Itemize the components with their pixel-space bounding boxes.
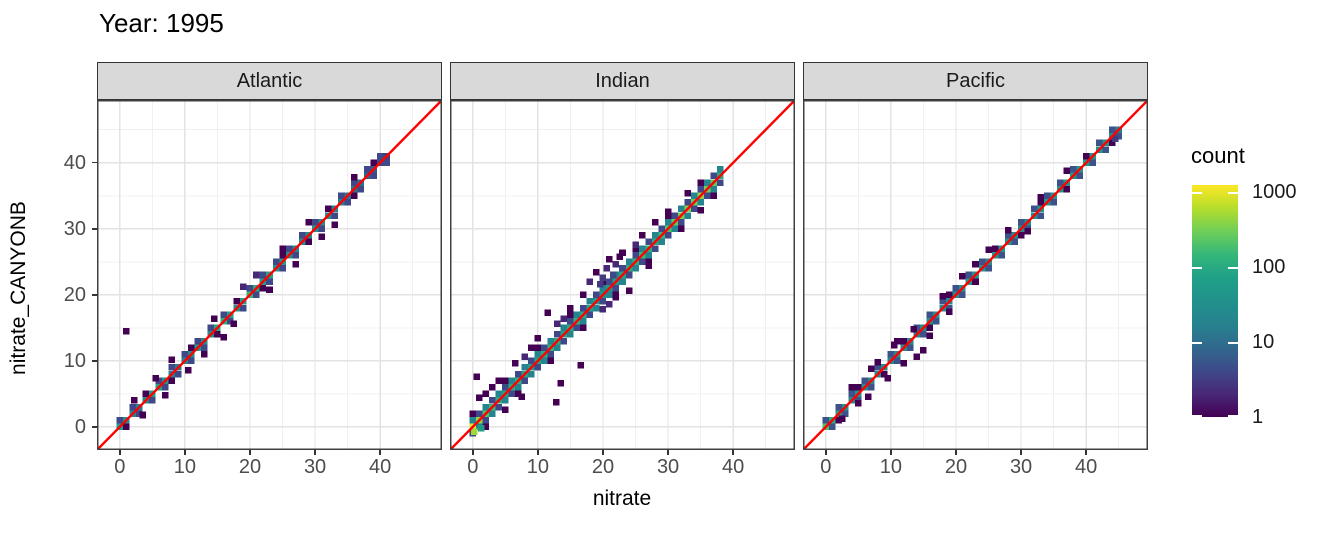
colorbar-tick	[1192, 342, 1202, 345]
x-tick-mark	[667, 450, 669, 455]
colorbar-tick	[1228, 192, 1238, 195]
panel-border	[97, 100, 442, 450]
plot-title: Year: 1995	[99, 8, 224, 38]
x-tick-mark	[732, 450, 734, 455]
panel-border	[803, 100, 1148, 450]
colorbar-tick	[1192, 192, 1202, 195]
x-tick-label: 30	[1009, 456, 1033, 478]
legend-tick-label: 10	[1252, 331, 1275, 354]
x-tick-mark	[119, 450, 121, 455]
panel-border	[450, 100, 795, 450]
y-tick-label: 0	[74, 415, 86, 438]
x-tick-mark	[1085, 450, 1087, 455]
x-tick-label: 30	[656, 456, 680, 478]
x-tick-label: 0	[467, 456, 479, 478]
x-tick-label: 10	[879, 456, 902, 478]
identity-line	[803, 100, 1148, 450]
legend-tick-label: 1000	[1252, 181, 1297, 204]
x-tick-label: 40	[1075, 456, 1098, 478]
facet-strip-label: Pacific	[946, 69, 1005, 92]
panel-plot-area	[803, 100, 1148, 450]
panel-plot-area	[450, 100, 795, 450]
facet-strip-pacific: Pacific	[803, 62, 1148, 100]
identity-line	[97, 100, 442, 450]
y-tick-mark	[92, 426, 97, 428]
y-tick-mark	[92, 360, 97, 362]
x-tick-label: 10	[526, 456, 549, 478]
colorbar-tick	[1192, 415, 1202, 417]
colorbar-tick	[1228, 415, 1238, 417]
x-tick-label: 20	[591, 456, 615, 478]
x-tick-label: 30	[303, 456, 327, 478]
x-tick-label: 40	[722, 456, 745, 478]
x-tick-mark	[379, 450, 381, 455]
x-tick-mark	[184, 450, 186, 455]
legend-tick-label: 100	[1252, 256, 1286, 279]
colorbar-tick	[1192, 267, 1202, 270]
x-tick-mark	[955, 450, 957, 455]
panel-indian	[450, 100, 795, 450]
x-tick-mark	[1020, 450, 1022, 455]
panel-plot-area	[97, 100, 442, 450]
x-tick-mark	[602, 450, 604, 455]
y-tick-label: 40	[63, 151, 86, 174]
y-tick-label: 20	[63, 283, 86, 306]
legend-title: count	[1191, 143, 1245, 168]
colorbar-tick	[1228, 342, 1238, 345]
identity-line	[450, 100, 795, 450]
y-tick-mark	[92, 228, 97, 230]
facet-strip-indian: Indian	[450, 62, 795, 100]
y-tick-mark	[92, 161, 97, 164]
panel-atlantic	[97, 100, 442, 450]
legend-tick-label: 1	[1252, 406, 1264, 428]
x-tick-label: 0	[820, 456, 832, 478]
x-axis-title: nitrate	[592, 487, 652, 510]
gridlines	[97, 100, 442, 450]
x-tick-label: 40	[369, 456, 392, 478]
y-tick-label: 30	[63, 217, 86, 240]
x-tick-mark	[890, 450, 892, 455]
x-tick-label: 20	[944, 456, 968, 478]
colorbar-tick	[1228, 267, 1238, 270]
x-tick-mark	[472, 450, 474, 455]
x-tick-mark	[825, 450, 827, 455]
panel-pacific	[803, 100, 1148, 450]
y-tick-label: 10	[63, 349, 86, 372]
facet-strip-label: Indian	[595, 69, 650, 92]
x-tick-label: 20	[238, 456, 262, 478]
x-tick-mark	[314, 450, 316, 455]
x-tick-label: 10	[173, 456, 196, 478]
facet-strip-atlantic: Atlantic	[97, 62, 442, 100]
legend-colorbar	[1192, 185, 1238, 417]
x-tick-label: 0	[114, 456, 126, 478]
x-tick-mark	[249, 450, 251, 455]
x-tick-mark	[537, 450, 539, 455]
facet-strip-label: Atlantic	[236, 69, 303, 92]
y-tick-mark	[92, 294, 97, 296]
